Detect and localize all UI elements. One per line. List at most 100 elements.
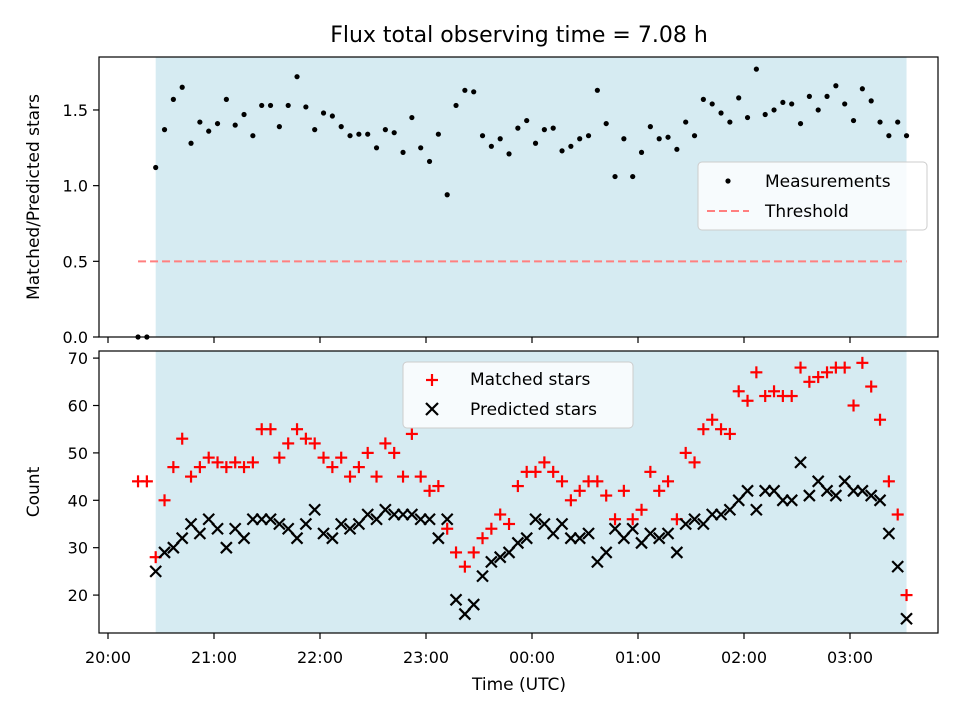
measurement-point [435,131,441,137]
matched-star-point [538,456,551,469]
measurement-point [532,140,539,146]
measurement-point [709,101,715,107]
measurement-point [179,84,185,90]
counts-x-ticks: 20:00 21:00 22:00 23:00 00:00 01:00 02:00 03:00 [85,633,873,667]
counts-y-tick-label: 20 [68,586,88,605]
measurement-point [267,102,274,109]
predicted-star-point [856,484,869,498]
measurement-point [391,130,397,136]
measurement-point [497,136,503,142]
measurement-point [780,99,786,106]
measurement-point [877,119,883,125]
predicted-star-point [273,517,286,531]
predicted-star-point [820,484,834,498]
predicted-star-point [679,517,692,531]
predicted-star-point [900,612,913,626]
predicted-star-point [520,531,533,545]
matched-star-point [812,371,825,384]
measurement-point [320,110,327,116]
counts-legend: Matched stars Predicted stars [402,361,634,429]
measurement-point [541,127,547,133]
measurement-point [903,133,910,139]
matched-star-point [662,475,675,488]
matched-star-point [397,470,410,483]
measurement-point [585,133,592,139]
matched-star-point [600,489,613,502]
matched-star-point [202,451,215,464]
predicted-star-point [175,531,189,545]
predicted-star-point [405,508,419,521]
measurement-point [241,111,247,118]
legend-predicted-label: Predicted stars [470,400,597,420]
predicted-star-point [432,531,445,545]
matched-star-point [264,423,277,436]
matched-star-point [193,461,206,474]
matched-star-point [273,451,286,464]
measurement-point [479,133,486,139]
matched-star-point [706,413,719,426]
matched-star-point [167,461,180,474]
x-tick-label: 23:00 [403,648,449,667]
matched-star-point [803,375,816,388]
matched-star-point [485,522,498,535]
predicted-star-point [485,555,498,569]
measurement-point [356,131,362,137]
matched-star-point [759,390,772,403]
measurement-point [453,102,459,109]
legend-measurement-marker [725,178,731,184]
matched-star-point [414,470,427,483]
matched-star-point [653,484,666,497]
predicted-star-point [467,598,480,611]
predicted-star-point [670,546,684,559]
predicted-star-point [423,512,436,526]
measurement-points [135,66,910,340]
matched-star-point [229,456,242,469]
matched-star-point [344,470,357,483]
measurement-point [170,96,176,102]
matched-star-point [361,446,374,459]
predicted-star-point [582,527,595,540]
predicted-star-points [149,456,913,626]
measurement-point [842,101,848,107]
ratio-y-tick-label: 1.0 [63,177,88,196]
measurement-point [259,102,265,109]
predicted-star-point [714,508,728,521]
ratio-y-axis-label: Matched/Predicted stars [24,94,44,300]
matched-star-point [732,385,745,398]
matched-star-point [591,475,604,488]
measurement-point [409,114,415,121]
measurement-point [373,145,380,151]
x-axis-label: Time (UTC) [471,675,566,695]
measurement-point [727,119,733,125]
measurement-point [621,136,627,142]
ratio-y-tick-label: 0.0 [63,328,88,347]
x-tick-label: 20:00 [85,648,131,667]
x-tick-label: 03:00 [827,648,873,667]
matched-star-point [821,366,834,379]
matched-star-point [476,532,489,545]
matched-star-point [511,480,524,493]
measurement-point [197,119,203,125]
matched-star-point [370,470,383,483]
matched-star-point [874,413,887,426]
measurement-point [294,74,300,80]
predicted-star-point [493,550,507,564]
legend-threshold-label: Threshold [764,202,849,222]
matched-star-point [211,456,224,469]
matched-star-point [326,461,339,474]
matched-star-point [891,508,904,521]
matched-star-point [458,560,471,573]
measurement-point [329,113,335,119]
predicted-star-point [644,527,657,540]
measurement-point [223,96,229,102]
measurement-point [753,66,759,72]
matched-star-point [529,465,542,478]
predicted-star-point [440,512,454,526]
matched-star-point [564,494,577,507]
legend-predicted-marker [425,402,439,416]
measurement-point [886,133,892,139]
matched-star-point [494,508,507,521]
predicted-star-point [626,522,639,536]
matched-star-point [158,494,171,507]
measurement-point [462,87,468,93]
